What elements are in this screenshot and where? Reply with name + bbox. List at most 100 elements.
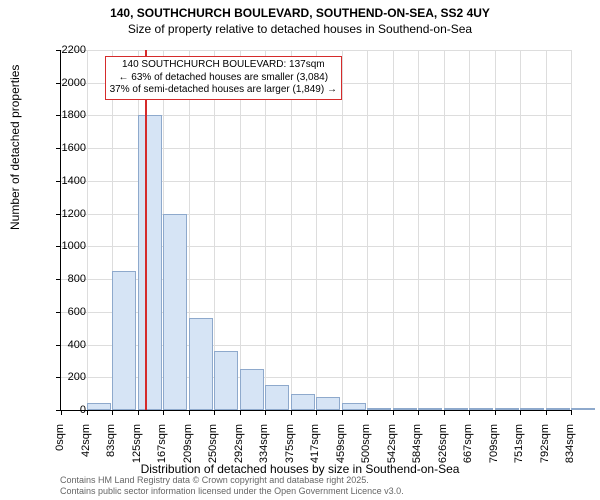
histogram-bar xyxy=(367,408,391,410)
x-tick-label: 167sqm xyxy=(156,424,168,484)
x-tick-mark xyxy=(469,410,470,415)
x-tick-label: 459sqm xyxy=(335,424,347,484)
y-tick-label: 2200 xyxy=(46,44,86,56)
x-tick-label: 709sqm xyxy=(488,424,500,484)
gridline-v xyxy=(367,50,368,410)
chart-container: 140, SOUTHCHURCH BOULEVARD, SOUTHEND-ON-… xyxy=(0,0,600,500)
gridline-v xyxy=(291,50,292,410)
x-tick-label: 500sqm xyxy=(360,424,372,484)
gridline-v xyxy=(444,50,445,410)
x-tick-mark xyxy=(571,410,572,415)
gridline-v xyxy=(342,50,343,410)
gridline-v xyxy=(571,50,572,410)
annotation-box: 140 SOUTHCHURCH BOULEVARD: 137sqm← 63% o… xyxy=(105,56,342,100)
x-tick-mark xyxy=(316,410,317,415)
y-axis-label: Number of detached properties xyxy=(8,65,22,230)
gridline-v xyxy=(316,50,317,410)
histogram-bar xyxy=(112,271,136,410)
x-tick-label: 834sqm xyxy=(564,424,576,484)
x-tick-label: 209sqm xyxy=(182,424,194,484)
x-tick-mark xyxy=(189,410,190,415)
x-tick-mark xyxy=(342,410,343,415)
gridline-v xyxy=(546,50,547,410)
histogram-bar xyxy=(571,408,595,410)
x-tick-label: 125sqm xyxy=(131,424,143,484)
histogram-bar xyxy=(444,408,468,410)
histogram-bar xyxy=(265,385,289,410)
histogram-bar xyxy=(163,214,187,410)
y-tick-label: 800 xyxy=(46,273,86,285)
x-tick-mark xyxy=(520,410,521,415)
x-tick-mark xyxy=(214,410,215,415)
y-tick-label: 1400 xyxy=(46,175,86,187)
annotation-line: ← 63% of detached houses are smaller (3,… xyxy=(110,72,337,85)
x-tick-mark xyxy=(367,410,368,415)
plot: 140 SOUTHCHURCH BOULEVARD: 137sqm← 63% o… xyxy=(60,50,571,411)
x-tick-mark xyxy=(240,410,241,415)
x-tick-label: 667sqm xyxy=(462,424,474,484)
x-tick-mark xyxy=(291,410,292,415)
x-tick-mark xyxy=(163,410,164,415)
gridline-v xyxy=(87,50,88,410)
y-tick-label: 200 xyxy=(46,371,86,383)
x-tick-label: 751sqm xyxy=(513,424,525,484)
histogram-bar xyxy=(291,394,315,410)
x-tick-label: 375sqm xyxy=(284,424,296,484)
gridline-v xyxy=(469,50,470,410)
histogram-bar xyxy=(546,408,570,410)
histogram-bar xyxy=(240,369,264,410)
y-tick-label: 0 xyxy=(46,404,86,416)
histogram-bar xyxy=(316,397,340,410)
x-tick-label: 626sqm xyxy=(437,424,449,484)
x-tick-mark xyxy=(393,410,394,415)
histogram-bar xyxy=(189,318,213,410)
histogram-bar xyxy=(469,408,493,410)
x-tick-label: 83sqm xyxy=(105,424,117,484)
x-tick-mark xyxy=(495,410,496,415)
x-tick-mark xyxy=(265,410,266,415)
gridline-v xyxy=(393,50,394,410)
x-tick-mark xyxy=(418,410,419,415)
y-tick-label: 600 xyxy=(46,306,86,318)
x-tick-label: 42sqm xyxy=(80,424,92,484)
gridline-v xyxy=(495,50,496,410)
footer-line2: Contains public sector information licen… xyxy=(60,486,404,497)
x-tick-label: 292sqm xyxy=(233,424,245,484)
x-tick-mark xyxy=(138,410,139,415)
histogram-bar xyxy=(214,351,238,410)
plot-area: 140 SOUTHCHURCH BOULEVARD: 137sqm← 63% o… xyxy=(60,50,570,410)
histogram-bar xyxy=(87,403,111,410)
y-tick-label: 1000 xyxy=(46,240,86,252)
gridline-v xyxy=(240,50,241,410)
histogram-bar xyxy=(138,115,162,410)
y-tick-label: 1800 xyxy=(46,109,86,121)
x-tick-label: 250sqm xyxy=(207,424,219,484)
x-tick-label: 542sqm xyxy=(386,424,398,484)
annotation-line: 140 SOUTHCHURCH BOULEVARD: 137sqm xyxy=(110,59,337,72)
x-tick-mark xyxy=(87,410,88,415)
chart-subtitle: Size of property relative to detached ho… xyxy=(0,22,600,38)
x-tick-label: 0sqm xyxy=(54,424,66,484)
gridline-v xyxy=(520,50,521,410)
y-tick-label: 1600 xyxy=(46,142,86,154)
histogram-bar xyxy=(418,408,442,410)
x-tick-mark xyxy=(444,410,445,415)
x-tick-label: 334sqm xyxy=(258,424,270,484)
histogram-bar xyxy=(342,403,366,410)
y-tick-label: 2000 xyxy=(46,77,86,89)
histogram-bar xyxy=(520,408,544,410)
x-tick-label: 584sqm xyxy=(411,424,423,484)
x-tick-mark xyxy=(546,410,547,415)
chart-title: 140, SOUTHCHURCH BOULEVARD, SOUTHEND-ON-… xyxy=(0,0,600,22)
x-tick-label: 792sqm xyxy=(539,424,551,484)
x-tick-mark xyxy=(112,410,113,415)
marker-line xyxy=(145,50,147,410)
histogram-bar xyxy=(495,408,519,410)
y-tick-label: 400 xyxy=(46,339,86,351)
annotation-line: 37% of semi-detached houses are larger (… xyxy=(110,84,337,97)
y-tick-label: 1200 xyxy=(46,208,86,220)
gridline-v xyxy=(265,50,266,410)
gridline-v xyxy=(418,50,419,410)
x-tick-label: 417sqm xyxy=(309,424,321,484)
histogram-bar xyxy=(393,408,417,410)
